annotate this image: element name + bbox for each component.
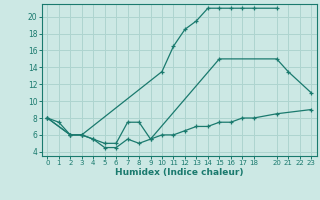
X-axis label: Humidex (Indice chaleur): Humidex (Indice chaleur) (115, 168, 244, 177)
